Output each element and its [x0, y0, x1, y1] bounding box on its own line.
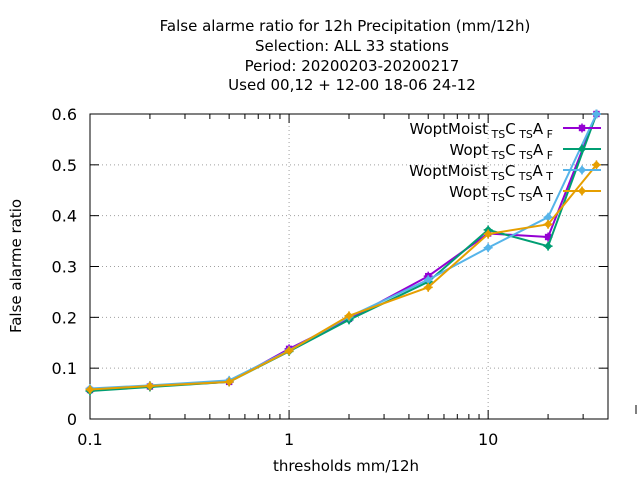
chart-title: False alarme ratio for 12h Precipitation… [160, 17, 531, 94]
x-tick-label: 1 [284, 430, 294, 449]
x-tick-label: 10 [478, 430, 498, 449]
legend-item-1: WoptMoist TSC TSA F [410, 120, 601, 141]
legend-a: A [533, 120, 544, 138]
series-4 [85, 160, 601, 395]
title-line-1: False alarme ratio for 12h Precipitation… [160, 17, 531, 35]
title-line-2: Selection: ALL 33 stations [255, 37, 449, 55]
title-line-4: Used 00,12 + 12-00 18-06 24-12 [228, 76, 476, 94]
legend-c: C [505, 120, 515, 138]
legend-sub-2: TS [516, 149, 533, 162]
y-tick-label: 0.5 [52, 156, 77, 175]
legend-label: WoptMoist TSC TSA F [410, 120, 554, 141]
y-tick-label: 0.3 [52, 258, 77, 277]
legend-a: A [533, 141, 544, 159]
legend-sub-1: TS [488, 191, 505, 204]
legend-label: Wopt TSC TSA F [450, 141, 554, 162]
y-tick-label: 0.2 [52, 308, 77, 327]
series-layer [85, 109, 601, 396]
y-tick-label: 0.1 [52, 359, 77, 378]
legend-label: Wopt TSC TSA T [449, 183, 553, 204]
legend-sub-1: TS [488, 149, 505, 162]
legend-sub-3: F [543, 128, 553, 141]
legend-c: C [505, 141, 515, 159]
legend-sub-2: TS [515, 191, 532, 204]
legend-sub-3: F [543, 149, 553, 162]
legend-label: WoptMoist TSC TSA T [409, 162, 553, 183]
legend-main: WoptMoist [409, 162, 488, 180]
axis-tick-labels: 00.10.20.30.40.50.60.1 1 10 [52, 105, 499, 449]
y-tick-label: 0.6 [52, 105, 77, 124]
x-tick-label: 0.1 [77, 430, 102, 449]
legend-sub-2: TS [515, 170, 532, 183]
legend-main: WoptMoist [410, 120, 489, 138]
legend-c: C [505, 162, 515, 180]
legend-sub-1: TS [488, 128, 505, 141]
legend-a: A [533, 162, 544, 180]
legend-item-2: Wopt TSC TSA F [450, 141, 601, 162]
y-axis-label: False alarme ratio [7, 199, 25, 333]
legend-sub-1: TS [488, 170, 505, 183]
legend-main: Wopt [450, 141, 489, 159]
legend-c: C [505, 183, 515, 201]
legend-item-3: WoptMoist TSC TSA T [409, 162, 601, 183]
legend-sub-3: T [543, 191, 553, 204]
legend-item-4: Wopt TSC TSA T [449, 183, 601, 204]
legend-sub-3: T [543, 170, 553, 183]
legend-main: Wopt [449, 183, 488, 201]
x-axis-label: thresholds mm/12h [273, 457, 419, 475]
y-tick-label: 0.4 [52, 207, 77, 226]
y-tick-label: 0 [67, 410, 77, 429]
title-line-3: Period: 20200203-20200217 [245, 57, 460, 75]
legend-a: A [533, 183, 544, 201]
grid [90, 114, 608, 419]
legend-sub-2: TS [516, 128, 533, 141]
